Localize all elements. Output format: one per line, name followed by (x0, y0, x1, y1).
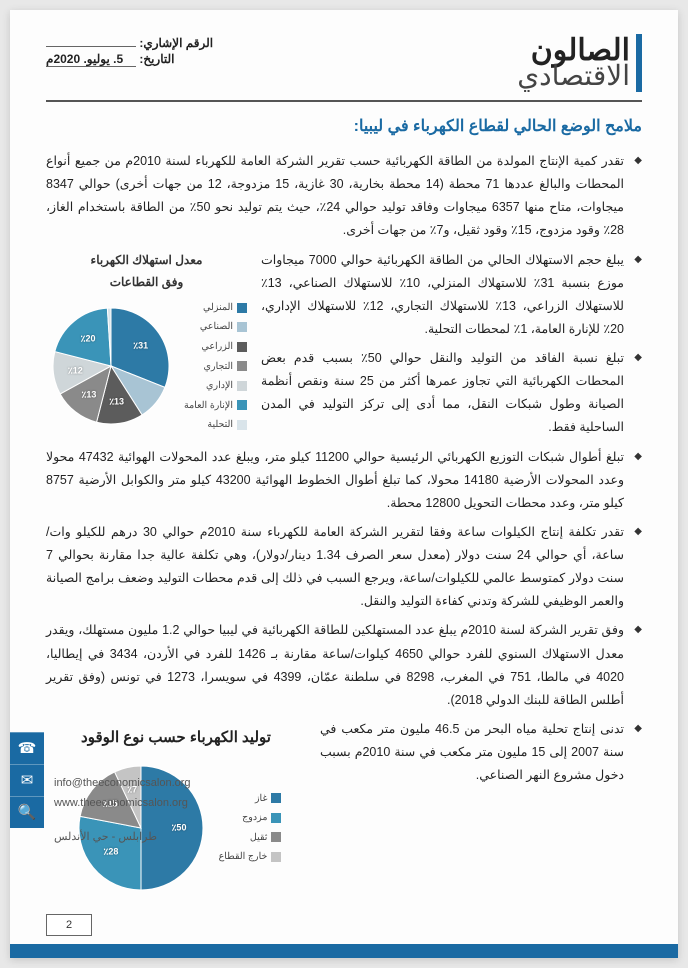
section-title: ملامح الوضع الحالي لقطاع الكهرباء في ليب… (46, 116, 642, 136)
bullet-item: وفق تقرير الشركة لسنة 2010م يبلغ عدد الم… (46, 619, 624, 712)
chart1-legend: المنزليالصناعيالزراعيالتجاريالإداريالإنا… (184, 297, 247, 436)
bullet-item: تبلغ نسبة الفاقد من التوليد والنقل حوالي… (261, 347, 624, 440)
bullet-item: يبلغ حجم الاستهلاك الحالي من الطاقة الكه… (261, 249, 624, 342)
contact-info: info@theeconomicsalon.org www.theeconomi… (54, 774, 191, 847)
bullet-list-top: تقدر كمية الإنتاج المولدة من الطاقة الكه… (46, 150, 642, 243)
ref-label: الرقم الإشاري: (139, 36, 213, 50)
search-icon: 🔍 (10, 796, 44, 828)
date-value: 5. يوليو. 2020م (46, 52, 136, 67)
document-page: الصالون الاقتصادي الرقم الإشاري: التاريخ… (10, 10, 678, 958)
mail-icon: ✉ (10, 764, 44, 796)
phone-icon: ☎ (10, 732, 44, 764)
chart2-legend: غازمزدوجثقيلخارج القطاع (219, 788, 282, 868)
page-header: الصالون الاقتصادي الرقم الإشاري: التاريخ… (46, 34, 642, 102)
logo: الصالون الاقتصادي (517, 34, 642, 92)
reference-block: الرقم الإشاري: التاريخ: 5. يوليو. 2020م (46, 34, 213, 69)
chart2-title: توليد الكهرباء حسب نوع الوقود (46, 724, 306, 752)
contact-email: info@theeconomicsalon.org (54, 774, 191, 794)
contact-web: www.theeconomicsalon.org (54, 794, 191, 814)
date-label: التاريخ: (139, 52, 174, 66)
contact-address: طرابلس - حي الأندلس (54, 828, 191, 848)
chart1-pie: ٪31٪13٪13٪12٪20 (46, 301, 176, 431)
logo-line2: الاقتصادي (517, 62, 630, 90)
bullet-list-mid: تبلغ أطوال شبكات التوزيع الكهربائي الرئي… (46, 446, 642, 712)
side-contact-icons: ☎ ✉ 🔍 (10, 732, 44, 828)
ref-underline (46, 46, 136, 47)
logo-bar (636, 34, 642, 92)
bullet-item: تدنى إنتاج تحلية مياه البحر من 46.5 مليو… (320, 718, 624, 787)
bullet-item: تقدر كمية الإنتاج المولدة من الطاقة الكه… (46, 150, 624, 243)
chart1-title: معدل استهلاك الكهرباء وفق القطاعات (46, 249, 247, 293)
row-chart-1: يبلغ حجم الاستهلاك الحالي من الطاقة الكه… (46, 249, 642, 446)
pie-chart-consumption: معدل استهلاك الكهرباء وفق القطاعات المنز… (46, 249, 247, 436)
footer-bar (10, 944, 678, 958)
bullet-item: تبلغ أطوال شبكات التوزيع الكهربائي الرئي… (46, 446, 624, 515)
bullet-item: تقدر تكلفة إنتاج الكيلوات ساعة وفقا لتقر… (46, 521, 624, 614)
page-number: 2 (46, 914, 92, 936)
